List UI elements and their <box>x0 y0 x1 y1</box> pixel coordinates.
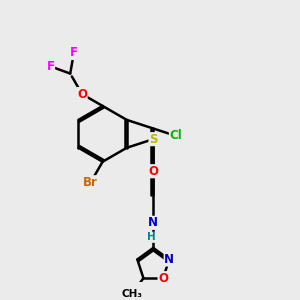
Text: F: F <box>70 46 78 59</box>
Text: O: O <box>77 88 87 100</box>
Text: O: O <box>158 272 168 285</box>
Text: N: N <box>164 253 174 266</box>
Text: Cl: Cl <box>169 129 182 142</box>
Text: O: O <box>148 165 158 178</box>
Text: Br: Br <box>83 176 98 189</box>
Text: F: F <box>46 60 55 73</box>
Text: N: N <box>148 216 158 229</box>
Text: H: H <box>148 232 156 242</box>
Text: S: S <box>149 133 158 146</box>
Text: CH₃: CH₃ <box>121 290 142 299</box>
